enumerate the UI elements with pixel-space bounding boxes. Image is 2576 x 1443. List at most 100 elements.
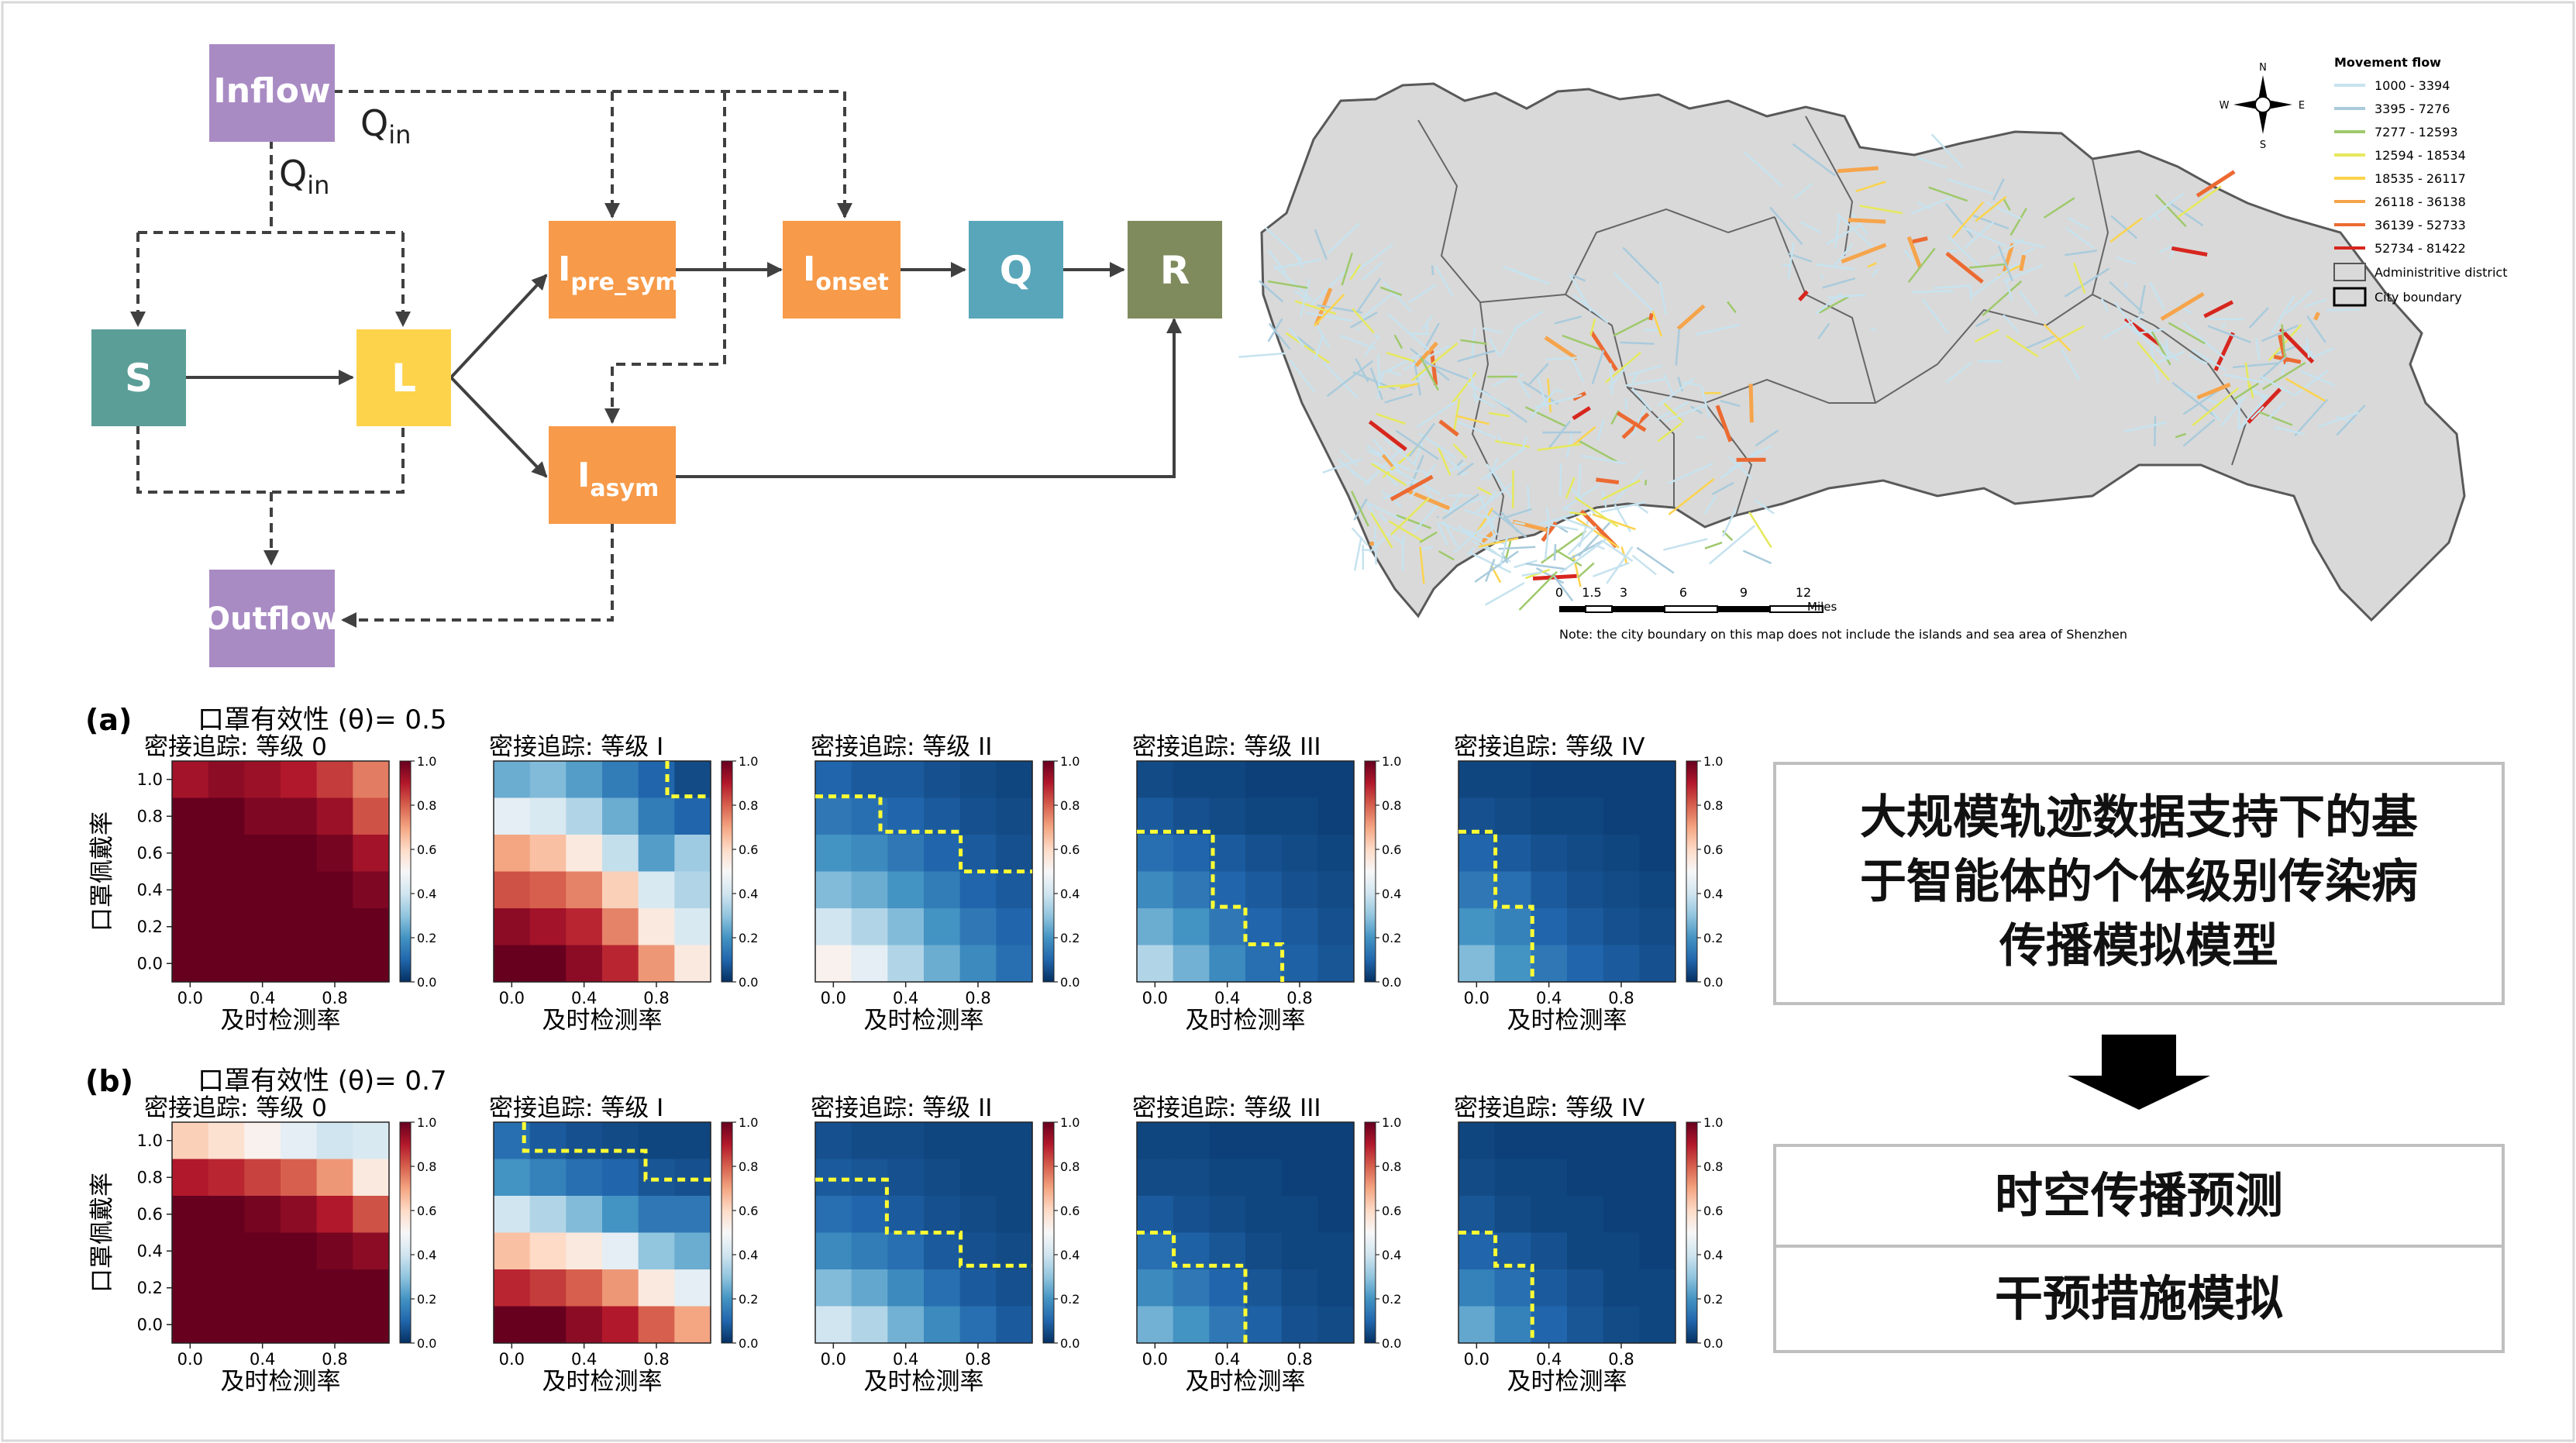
heatmap-cell <box>316 1196 353 1234</box>
heatmap-cell <box>244 1196 281 1234</box>
heatmap-cell <box>1639 1232 1676 1270</box>
heatmap-frame <box>1136 760 1355 983</box>
heatmap-cell <box>1137 761 1174 799</box>
flow-line <box>2293 370 2329 397</box>
heatmap-frame <box>493 760 711 983</box>
heatmap-cell <box>1639 871 1676 909</box>
heatmap-cell <box>1567 797 1604 835</box>
heatmap-cell <box>959 1159 997 1197</box>
heatmap-cell <box>996 797 1033 835</box>
colorbar-tick-label: 0.4 <box>739 887 758 901</box>
flow-line <box>1500 511 1520 533</box>
flow-line <box>1565 477 1576 499</box>
compass-e: E <box>2299 100 2305 112</box>
result-box-2 <box>1773 1245 2505 1353</box>
legend-title: Movement flow <box>2334 55 2441 70</box>
flow-line <box>1945 251 1984 284</box>
flow-line <box>1545 522 1579 531</box>
flow-line <box>1386 312 1430 351</box>
colorbar-tick-label: 0.2 <box>1382 931 1401 945</box>
flow-line <box>1520 436 1527 453</box>
flow-line <box>1664 404 1707 422</box>
heatmap-cell <box>1173 1196 1210 1234</box>
flow-line <box>1390 532 1403 545</box>
heatmap-cell <box>281 797 318 835</box>
heatmap-cell <box>1639 835 1676 873</box>
colorbar-tick-label: 0.2 <box>417 931 436 945</box>
colorbar-tick-label: 0.8 <box>1060 1159 1080 1174</box>
subplot-title: 密接追踪: 等级 I <box>489 1094 663 1122</box>
flow-line <box>1912 289 1954 294</box>
heatmap-panel: 密接追踪: 等级 I0.0 0.4 0.8及时检测率1.00.80.60.40.20… <box>489 1094 758 1396</box>
heatmap-cell <box>494 1232 531 1270</box>
heatmap-panel: 密接追踪: 等级 00.0 0.4 0.8及时检测率1.00.80.60.40.20… <box>88 1094 436 1396</box>
heatmap-cell <box>172 1232 209 1270</box>
heatmap-cell <box>1567 945 1604 983</box>
flow-line <box>1555 549 1582 567</box>
flow-line <box>1644 480 1648 486</box>
colorbar-tick-label: 0.6 <box>417 842 436 857</box>
heatmap-cell <box>1531 1196 1568 1234</box>
flow-line <box>2002 243 2015 273</box>
flow-line <box>1351 527 1369 546</box>
flow-line <box>1431 265 1434 276</box>
heatmap-cell <box>1281 797 1318 835</box>
heatmap-cell <box>566 1196 603 1234</box>
heatmap-cell <box>172 1196 209 1234</box>
heatmap-cell <box>1639 761 1676 799</box>
flow-line <box>1413 360 1422 396</box>
flow-line <box>2136 341 2170 381</box>
heatmap-cell <box>674 835 711 873</box>
heatmap-cell <box>1173 945 1210 983</box>
flow-line <box>1722 508 1737 537</box>
flow-line <box>1475 482 1514 513</box>
heatmap-cell <box>281 871 318 909</box>
result-intervention: 干预措施模拟 <box>1995 1270 2283 1327</box>
flow-line <box>1554 388 1564 394</box>
flow-line <box>1969 284 1972 301</box>
flow-line <box>1972 263 2018 297</box>
flow-line <box>2248 384 2254 399</box>
x-tick-label: 0.0 <box>1142 1350 1168 1369</box>
heatmap-cell <box>996 1122 1033 1160</box>
heatmap-frame <box>171 760 390 983</box>
flow-line <box>1474 550 1519 583</box>
heatmap-cell <box>566 1232 603 1270</box>
colorbar-tick-label: 0.8 <box>417 1159 436 1174</box>
x-tick-label: 0.4 <box>250 989 275 1007</box>
heatmap-cell <box>529 1122 567 1160</box>
flow-line <box>2100 298 2109 312</box>
flow-line <box>2123 421 2167 433</box>
flow-line <box>1644 329 1661 332</box>
flow-line <box>1708 525 1756 565</box>
heatmap-cell <box>1531 945 1568 983</box>
heatmap-cell <box>638 1306 675 1344</box>
heatmap-cell <box>1137 871 1174 909</box>
x-tick-label: 0.4 <box>1214 1350 1240 1369</box>
x-tick-label: 0.4 <box>1214 989 1240 1007</box>
heatmap-cell <box>529 1306 567 1344</box>
heatmap-cell <box>208 1159 245 1197</box>
node-i-asym: Iasym <box>549 426 676 524</box>
heatmap-cell <box>1458 945 1496 983</box>
flow-line <box>1294 253 1304 268</box>
colorbar-tick-label: 0.4 <box>1060 887 1080 901</box>
subplot-title: 密接追踪: 等级 I <box>489 733 663 761</box>
flow-line <box>1631 387 1652 412</box>
heatmap-cell <box>1137 1122 1174 1160</box>
heatmap-cell <box>602 797 639 835</box>
heatmap-cell <box>887 908 925 946</box>
node-q-label: Q <box>1000 248 1033 293</box>
flow-line <box>1742 549 1772 564</box>
heatmap-cell <box>924 761 961 799</box>
flow-line <box>2043 197 2075 219</box>
heatmap-cell <box>529 1159 567 1197</box>
heatmap-cell <box>1639 945 1676 983</box>
flow-line <box>1667 462 1713 485</box>
flow-line <box>2232 362 2278 369</box>
flow-line <box>2110 215 2138 239</box>
heatmap-cell <box>1494 1306 1531 1344</box>
flow-line <box>1986 201 2022 220</box>
heatmap-cell <box>494 871 531 909</box>
flow-line <box>1379 286 1403 296</box>
